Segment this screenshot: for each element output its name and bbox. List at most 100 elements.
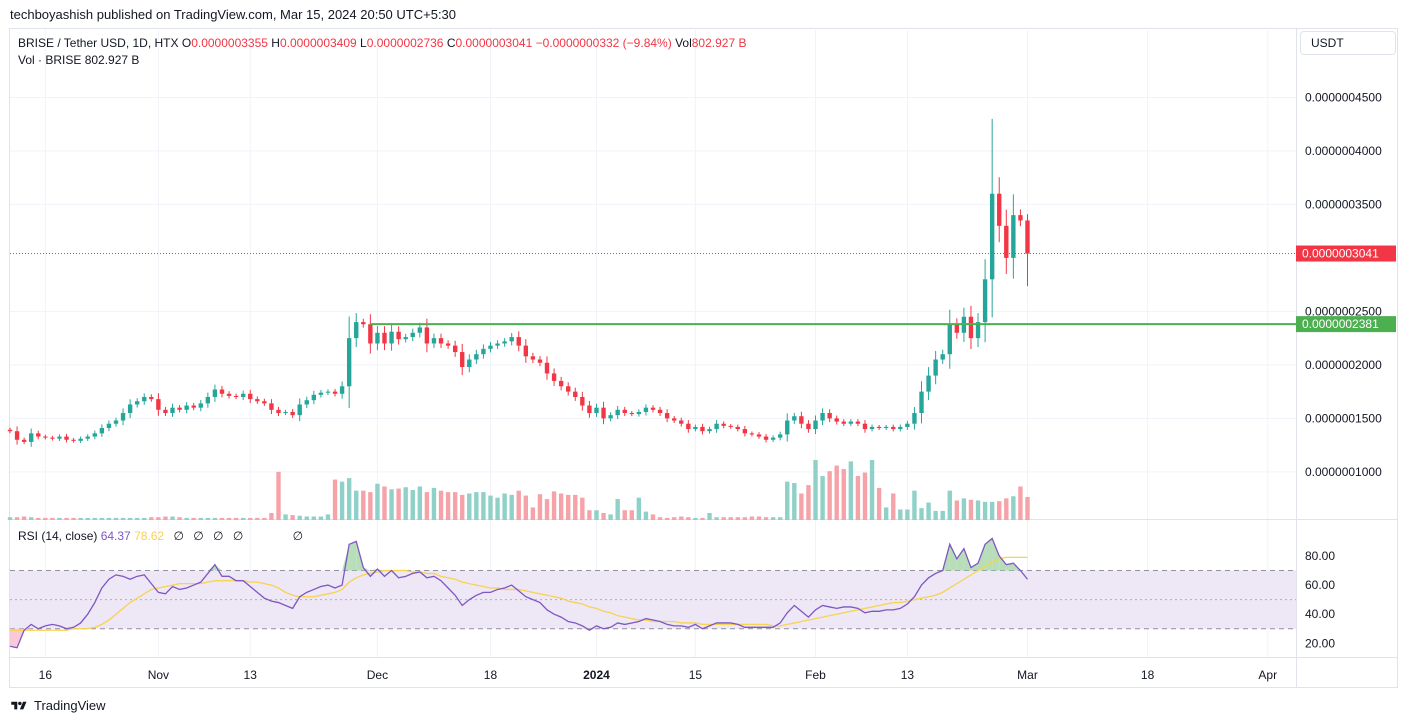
- candle-body: [622, 409, 627, 414]
- volume-bar: [848, 461, 854, 520]
- candle-body: [1025, 220, 1030, 254]
- volume-bar: [375, 483, 380, 520]
- volume-bar: [297, 515, 302, 520]
- rsi-overbought-fill: [1006, 563, 1014, 571]
- volume-bar: [961, 498, 967, 520]
- candle-body: [283, 411, 288, 414]
- candle-body: [29, 433, 34, 442]
- volume-legend-label[interactable]: Vol · BRISE: [18, 53, 82, 67]
- volume-bar: [212, 517, 218, 520]
- currency-button[interactable]: USDT: [1300, 31, 1396, 55]
- volume-bar: [396, 488, 401, 520]
- candle-body: [290, 411, 295, 416]
- time-axis-label: Dec: [367, 668, 388, 682]
- support-price-label: 0.0000002381: [1302, 317, 1379, 331]
- time-axis-label: Mar: [1017, 668, 1038, 682]
- time-axis-label: 16: [39, 668, 53, 682]
- candle-body: [544, 362, 550, 374]
- volume-bar: [622, 510, 627, 520]
- volume-bar: [283, 514, 288, 520]
- volume-bar: [883, 507, 889, 520]
- candle-body: [85, 436, 90, 439]
- volume-bar: [594, 510, 599, 520]
- empty-value-icon: ∅: [232, 529, 244, 543]
- candle-body: [728, 425, 733, 427]
- candle-body: [558, 380, 564, 387]
- candle-body: [149, 396, 154, 400]
- volume-bar: [191, 517, 196, 520]
- last-price-badge: [1296, 245, 1396, 262]
- volume-bar: [92, 517, 97, 520]
- volume-bar: [127, 517, 133, 520]
- volume-bar: [686, 517, 691, 520]
- candle-body: [940, 354, 945, 360]
- candle-body: [679, 420, 684, 424]
- volume-bar: [99, 517, 105, 520]
- candle-body: [460, 352, 465, 368]
- empty-value-icon: ∅: [213, 529, 224, 543]
- rsi-overbought-fill: [956, 548, 964, 571]
- high-value: 0.0000003409: [279, 36, 357, 50]
- symbol-title[interactable]: BRISE / Tether USD, 1D, HTX: [18, 36, 179, 50]
- volume-bar: [573, 494, 578, 520]
- volume-bar: [156, 517, 161, 520]
- candle-body: [488, 345, 493, 349]
- candle-body: [304, 400, 309, 405]
- candle-body: [933, 359, 938, 376]
- time-axis-label: 18: [484, 668, 498, 682]
- vol-label: Vol: [675, 36, 692, 50]
- volume-bar: [580, 497, 585, 520]
- candle-body: [78, 438, 83, 441]
- volume-bar: [876, 487, 882, 520]
- volume-bar: [636, 497, 642, 520]
- volume-bar: [792, 483, 797, 520]
- low-value: 0.0000002736: [366, 36, 444, 50]
- candle-body: [608, 415, 613, 419]
- rsi-ma-value: 78.62: [134, 529, 165, 543]
- vol-value: 802.927 B: [691, 36, 747, 50]
- volume-bar: [551, 491, 557, 520]
- candle-body: [452, 345, 458, 353]
- volume-bar: [410, 490, 415, 520]
- candle-body: [410, 332, 415, 338]
- volume-bar: [926, 502, 931, 520]
- candle-body: [134, 401, 140, 405]
- volume-bar: [85, 517, 90, 520]
- volume-bar: [36, 517, 41, 520]
- candle-body: [431, 338, 437, 344]
- volume-bar: [629, 510, 634, 520]
- time-axis-label: Feb: [805, 668, 826, 682]
- rsi-overbought-fill: [342, 544, 350, 571]
- volume-bar: [905, 509, 910, 520]
- volume-bar: [1004, 498, 1009, 520]
- volume-bar: [820, 476, 825, 520]
- volume-bar: [509, 494, 514, 520]
- volume-bar: [481, 492, 486, 520]
- candle-body: [919, 391, 924, 414]
- candle-body: [954, 324, 960, 333]
- volume-bar: [339, 481, 345, 520]
- rsi-legend-label[interactable]: RSI (14, close): [18, 529, 98, 543]
- candle-body: [368, 324, 373, 344]
- volume-bar: [43, 517, 48, 520]
- tradingview-branding[interactable]: TradingView: [10, 698, 106, 713]
- candle-body: [926, 375, 931, 392]
- candle-body: [615, 409, 620, 416]
- candle-body: [523, 345, 529, 357]
- candle-body: [997, 193, 1002, 226]
- volume-bar: [113, 517, 119, 520]
- volume-bar: [749, 516, 755, 520]
- volume-bar: [841, 469, 846, 520]
- candle-body: [636, 411, 642, 415]
- candle-body: [735, 426, 740, 430]
- time-axis-label: 13: [244, 668, 258, 682]
- rsi-overbought-fill: [949, 544, 957, 571]
- low-label: L: [360, 36, 367, 50]
- price-tick-label: 0.0000001500: [1305, 411, 1382, 425]
- candle-body: [424, 327, 430, 344]
- volume-bar: [721, 517, 726, 520]
- volume-bar: [403, 487, 408, 520]
- volume-bar: [587, 510, 592, 520]
- candle-body: [770, 437, 776, 440]
